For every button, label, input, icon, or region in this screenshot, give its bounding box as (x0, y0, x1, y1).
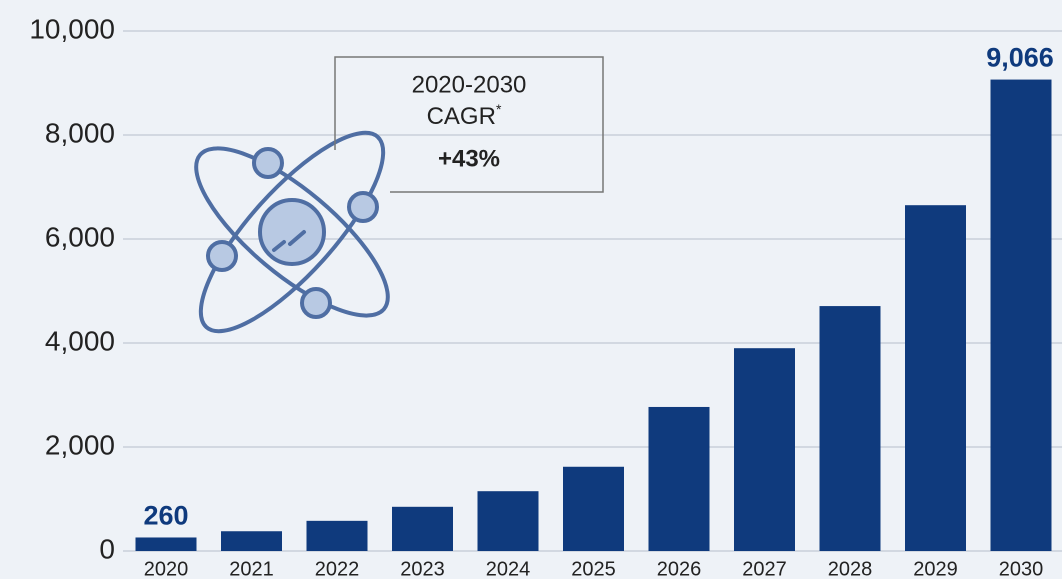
x-tick-label: 2027 (742, 558, 787, 579)
bar (135, 537, 197, 551)
x-tick-label: 2024 (486, 558, 531, 579)
x-tick-label: 2026 (657, 558, 702, 579)
x-tick-label: 2030 (999, 558, 1044, 579)
x-tick-label: 2021 (229, 558, 274, 579)
x-tick-label: 2023 (400, 558, 445, 579)
bar (563, 466, 624, 551)
y-tick-label: 6,000 (45, 221, 115, 252)
y-tick-label: 10,000 (29, 13, 115, 44)
annotation-metric: CAGR* (427, 101, 502, 131)
y-tick-label: 8,000 (45, 117, 115, 148)
bar (221, 531, 282, 551)
bar (905, 205, 966, 551)
x-tick-label: 2029 (913, 558, 958, 579)
y-tick-label: 2,000 (45, 429, 115, 460)
value-label: 9,066 (986, 43, 1054, 73)
x-tick-label: 2022 (315, 558, 360, 579)
annotation-box (334, 56, 604, 193)
y-tick-label: 0 (99, 533, 115, 564)
x-tick-label: 2025 (571, 558, 616, 579)
bar (734, 348, 795, 551)
annotation-period: 2020-2030 (412, 71, 527, 98)
atom-icon (194, 130, 390, 334)
annotation-value: +43% (438, 145, 500, 172)
metric: CAGR (427, 103, 496, 130)
x-tick-label: 2028 (828, 558, 873, 579)
footnote-mark: * (496, 101, 502, 117)
y-tick-label: 4,000 (45, 325, 115, 356)
bar (306, 520, 368, 551)
x-tick-label: 2020 (144, 558, 189, 579)
bar (990, 79, 1052, 552)
value-label: 260 (143, 501, 188, 531)
bar (648, 406, 710, 551)
bar (819, 306, 881, 551)
bar (477, 491, 539, 551)
bar (392, 506, 453, 551)
